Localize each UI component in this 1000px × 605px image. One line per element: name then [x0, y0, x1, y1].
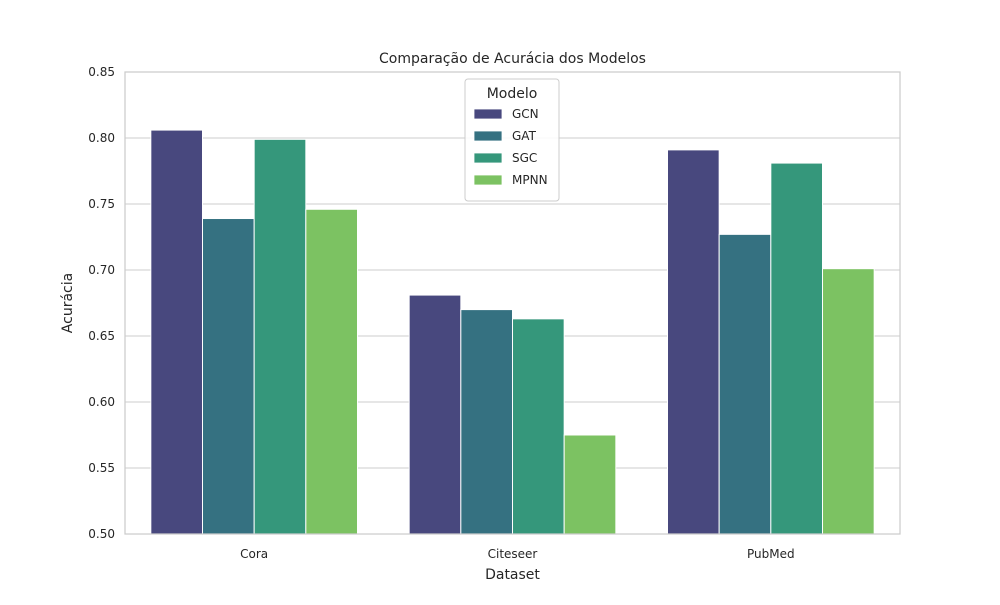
bar-gcn-cora — [150, 129, 203, 535]
legend: Modelo GCN GAT SGC MPNN — [464, 78, 560, 202]
bar-gcn-citeseer — [408, 294, 462, 535]
plot-frame — [124, 71, 901, 535]
bar-sgc-cora — [253, 138, 307, 535]
x-tick-label: PubMed — [747, 547, 795, 561]
legend-label-mpnn: MPNN — [512, 173, 548, 187]
bar-gat-citeseer — [460, 309, 514, 535]
bar-sgc-citeseer — [512, 318, 565, 535]
y-tick-label: 0.75 — [88, 197, 115, 211]
x-tick-label: Cora — [240, 547, 268, 561]
bar-mpnn-citeseer — [563, 434, 617, 535]
y-tick-label: 0.80 — [88, 131, 115, 145]
bar-gcn-pubmed — [667, 149, 720, 535]
bar-gat-pubmed — [718, 233, 772, 535]
y-tick-labels: 0.50 0.55 0.60 0.65 0.70 0.75 0.80 0.85 — [88, 65, 115, 541]
legend-swatch-gcn — [473, 108, 503, 120]
bar-mpnn-cora — [305, 208, 359, 535]
legend-swatch-mpnn — [473, 174, 503, 186]
legend-title: Modelo — [487, 86, 538, 102]
legend-swatch-sgc — [473, 152, 503, 164]
bar-gat-cora — [202, 218, 255, 535]
legend-label-gat: GAT — [512, 129, 537, 143]
y-tick-label: 0.70 — [88, 263, 115, 277]
x-tick-label: Citeseer — [488, 547, 538, 561]
x-axis-label: Dataset — [485, 567, 540, 583]
legend-label-gcn: GCN — [512, 107, 539, 121]
y-tick-label: 0.55 — [88, 461, 115, 475]
y-tick-label: 0.50 — [88, 527, 115, 541]
chart-title: Comparação de Acurácia dos Modelos — [379, 51, 646, 67]
legend-label-sgc: SGC — [512, 151, 537, 165]
bar-mpnn-pubmed — [822, 268, 875, 535]
x-tick-labels: Cora Citeseer PubMed — [240, 547, 794, 561]
y-tick-label: 0.60 — [88, 395, 115, 409]
legend-items: GCN GAT SGC MPNN — [473, 107, 548, 187]
legend-swatch-gat — [473, 130, 503, 142]
bars — [150, 129, 875, 535]
y-axis-label: Acurácia — [60, 273, 76, 333]
bar-sgc-pubmed — [770, 162, 823, 535]
y-tick-label: 0.85 — [88, 65, 115, 79]
y-tick-label: 0.65 — [88, 329, 115, 343]
